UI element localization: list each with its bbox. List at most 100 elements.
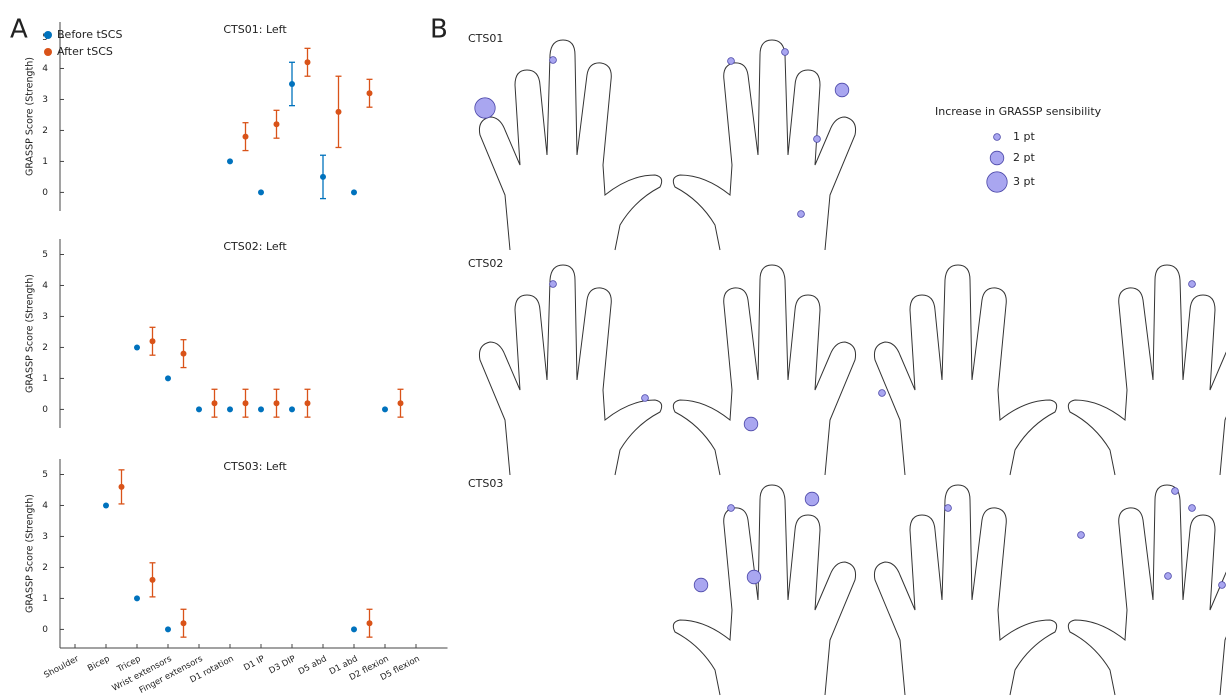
- data-point: [335, 108, 342, 115]
- y-tick-label: 3: [42, 532, 48, 542]
- data-point: [196, 406, 202, 413]
- x-tick-label: D5 abd: [297, 654, 329, 677]
- sensibility-marker: [781, 48, 789, 56]
- x-tick-label: D3 DIP: [267, 654, 297, 676]
- sensibility-marker: [804, 491, 820, 507]
- data-point: [180, 350, 187, 357]
- y-tick-label: 2: [42, 126, 48, 136]
- data-point: [366, 90, 373, 97]
- sensibility-marker: [1077, 531, 1085, 539]
- data-point: [134, 344, 140, 351]
- data-point: [149, 338, 156, 345]
- data-point: [320, 173, 326, 180]
- y-tick-label: 4: [42, 281, 48, 291]
- sensibility-marker: [693, 577, 709, 593]
- y-tick-label: 5: [42, 470, 48, 480]
- chart-title: CTS03: Left: [223, 460, 287, 473]
- data-point: [382, 406, 388, 413]
- y-tick-label: 4: [42, 64, 48, 74]
- data-point: [304, 59, 311, 66]
- y-tick-label: 3: [42, 95, 48, 105]
- y-tick-label: 5: [42, 33, 48, 43]
- y-axis-label: GRASSP Score (Strength): [25, 57, 36, 176]
- sensibility-marker: [1218, 581, 1226, 589]
- sensibility-marker: [797, 210, 805, 218]
- sensibility-title: Increase in GRASSP sensibility: [935, 105, 1102, 118]
- sensibility-marker: [944, 504, 952, 512]
- subject-label: CTS03: [468, 477, 503, 490]
- data-point: [227, 158, 233, 165]
- x-tick-label: Shoulder: [42, 654, 81, 681]
- hand-outline: [672, 484, 856, 696]
- sensibility-marker: [549, 56, 557, 64]
- hand-outline: [672, 39, 856, 251]
- y-tick-label: 4: [42, 501, 48, 511]
- chart-title: CTS01: Left: [223, 23, 287, 36]
- legend-label: 1 pt: [1013, 130, 1035, 143]
- sensibility-marker: [1188, 504, 1196, 512]
- subject-label: CTS02: [468, 257, 503, 270]
- y-tick-label: 5: [42, 250, 48, 260]
- x-tick-label: Bicep: [86, 654, 111, 674]
- data-point: [273, 400, 280, 407]
- hand-outline: [874, 484, 1058, 696]
- hand-outline: [479, 264, 663, 476]
- hand-outline: [874, 264, 1058, 476]
- sensibility-marker: [549, 280, 557, 288]
- chart-title: CTS02: Left: [223, 240, 287, 253]
- data-point: [304, 400, 311, 407]
- hand-outline: [1067, 484, 1226, 696]
- legend-marker: [989, 150, 1005, 166]
- y-tick-label: 1: [42, 594, 48, 604]
- panel-label: B: [430, 15, 448, 45]
- data-point: [258, 189, 264, 196]
- x-tick-label: D1 IP: [242, 654, 266, 673]
- data-point: [165, 626, 171, 633]
- data-point: [366, 620, 373, 627]
- y-tick-label: 2: [42, 563, 48, 573]
- sensibility-marker: [1171, 487, 1179, 495]
- y-tick-label: 0: [42, 188, 48, 198]
- legend-label: After tSCS: [57, 45, 113, 58]
- sensibility-marker: [641, 394, 649, 402]
- data-point: [227, 406, 233, 413]
- data-point: [134, 595, 140, 602]
- y-tick-label: 0: [42, 405, 48, 415]
- hand-outline: [672, 264, 856, 476]
- sensibility-marker: [743, 416, 759, 432]
- data-point: [351, 626, 357, 633]
- subject-label: CTS01: [468, 32, 503, 45]
- y-tick-label: 1: [42, 157, 48, 167]
- data-point: [273, 121, 280, 128]
- y-tick-label: 1: [42, 374, 48, 384]
- sensibility-marker: [727, 504, 735, 512]
- sensibility-marker: [474, 97, 496, 119]
- data-point: [351, 189, 357, 196]
- legend-marker: [993, 133, 1001, 141]
- legend-marker: [986, 171, 1008, 193]
- data-point: [397, 400, 404, 407]
- legend-marker: [44, 31, 52, 39]
- sensibility-marker: [1188, 280, 1196, 288]
- sensibility-marker: [1164, 572, 1172, 580]
- data-point: [289, 80, 295, 87]
- y-axis-label: GRASSP Score (Strength): [25, 494, 36, 613]
- sensibility-marker: [813, 135, 821, 143]
- data-point: [258, 406, 264, 413]
- data-point: [242, 133, 249, 140]
- sensibility-marker: [834, 82, 850, 98]
- hand-outline: [479, 39, 663, 251]
- sensibility-marker: [746, 569, 762, 585]
- data-point: [180, 620, 187, 627]
- sensibility-marker: [878, 389, 886, 397]
- hand-outline: [1067, 264, 1226, 476]
- legend-marker: [44, 48, 52, 56]
- y-tick-label: 2: [42, 343, 48, 353]
- legend-label: Before tSCS: [57, 28, 122, 41]
- data-point: [118, 483, 125, 490]
- data-point: [149, 576, 156, 583]
- panel-label: A: [10, 15, 28, 45]
- data-point: [289, 406, 295, 413]
- legend-label: 3 pt: [1013, 175, 1035, 188]
